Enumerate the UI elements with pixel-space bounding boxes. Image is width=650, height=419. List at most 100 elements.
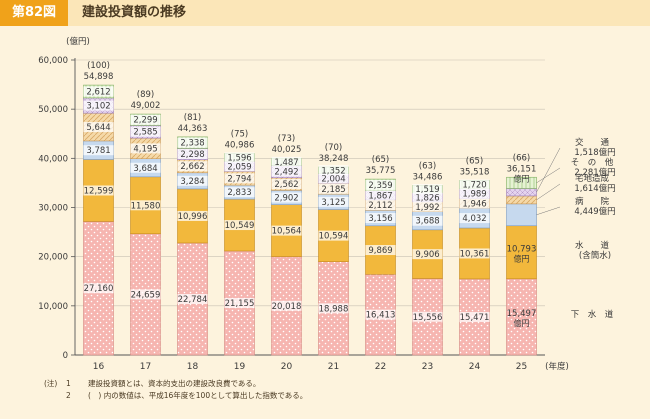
data-label: 1,992 bbox=[415, 203, 439, 213]
x-tick-label: 19 bbox=[234, 362, 246, 372]
data-label-bg bbox=[83, 122, 114, 133]
data-label-bg bbox=[365, 213, 396, 224]
data-label-bg bbox=[459, 248, 490, 259]
data-label: 15,497 bbox=[507, 309, 537, 319]
x-tick-label: 24 bbox=[469, 362, 481, 372]
data-label: 3,688 bbox=[415, 217, 439, 227]
bar-total-label: 35,518 bbox=[460, 167, 490, 177]
data-label: 3,125 bbox=[321, 198, 345, 208]
data-label: 2,185 bbox=[321, 185, 345, 195]
legend-leader-line bbox=[536, 167, 561, 184]
data-label-bg bbox=[177, 149, 208, 160]
data-label-unit: 億円 bbox=[514, 318, 530, 328]
data-label: 3,684 bbox=[133, 164, 157, 174]
data-label: 3,284 bbox=[180, 177, 204, 187]
bar-total-label: 36,151 bbox=[507, 164, 537, 174]
data-label: 2,612 bbox=[86, 88, 110, 98]
bar-segment-病院 bbox=[506, 203, 537, 227]
data-label: 1,867 bbox=[368, 191, 392, 201]
x-tick-label: 23 bbox=[422, 362, 433, 372]
data-label-bg bbox=[224, 152, 255, 163]
data-label: 15,556 bbox=[413, 313, 443, 323]
data-label: 2,902 bbox=[274, 194, 298, 204]
legend-label: 病 院 bbox=[575, 196, 610, 207]
data-label-bg bbox=[271, 192, 302, 203]
data-label-bg bbox=[459, 179, 490, 190]
data-label-bg bbox=[318, 165, 349, 176]
bar-total-label: 44,363 bbox=[178, 124, 208, 134]
data-label: 11,580 bbox=[131, 201, 161, 211]
data-label-bg bbox=[318, 183, 349, 194]
legend-label: 宅地造成 bbox=[575, 173, 610, 184]
legend-label: 水 道 bbox=[575, 240, 610, 251]
bar-total-label: 54,898 bbox=[84, 72, 114, 82]
chart-title: 建設投資額の推移 bbox=[82, 5, 187, 20]
data-label: 1,826 bbox=[415, 193, 439, 203]
footnote-1: (注) 1 建設投資額とは、資本的支出の建設改良費である。 bbox=[44, 378, 307, 390]
data-label-bg bbox=[83, 185, 114, 196]
data-label: 27,160 bbox=[84, 284, 114, 294]
x-tick-label: 25 bbox=[516, 362, 527, 372]
data-label-bg bbox=[177, 293, 208, 304]
bar-index-label: (63) bbox=[419, 161, 436, 171]
data-label-bg bbox=[224, 173, 255, 184]
bar-segment-下水道 bbox=[506, 278, 537, 356]
bar-index-label: (70) bbox=[325, 143, 342, 153]
data-label-bg bbox=[412, 192, 443, 203]
y-axis-label: (億円) bbox=[66, 36, 90, 47]
data-label-bg bbox=[318, 196, 349, 207]
bar-index-label: (100) bbox=[87, 61, 110, 71]
data-label-bg bbox=[177, 161, 208, 172]
legend-label: 交 通 bbox=[575, 137, 610, 148]
bar-total-unit: 億円 bbox=[514, 173, 530, 183]
data-label: 1,519 bbox=[415, 185, 439, 195]
data-label-bg bbox=[459, 311, 490, 322]
data-label: 24,659 bbox=[131, 290, 161, 300]
data-label-bg bbox=[271, 166, 302, 177]
data-label-bg bbox=[459, 213, 490, 224]
data-label-bg bbox=[412, 215, 443, 226]
bar-segment-宅地造成 bbox=[506, 195, 537, 205]
data-label: 1,596 bbox=[227, 153, 251, 163]
data-label: 2,338 bbox=[180, 139, 204, 149]
bar-total-label: 35,775 bbox=[366, 166, 396, 176]
data-label-bg bbox=[365, 179, 396, 190]
data-label: 1,352 bbox=[321, 166, 345, 176]
footnote-text: 建設投資額とは、資本的支出の建設改良費である。 bbox=[88, 379, 261, 388]
data-label-bg bbox=[224, 297, 255, 308]
x-tick-label: 22 bbox=[375, 362, 386, 372]
bar-total-label: 40,025 bbox=[272, 145, 302, 155]
y-tick-label: 40,000 bbox=[38, 154, 68, 164]
x-tick-label: 18 bbox=[187, 362, 199, 372]
bar-index-label: (81) bbox=[184, 113, 201, 123]
footnote-mark: (注) bbox=[44, 379, 58, 388]
y-tick-label: 60,000 bbox=[38, 56, 68, 66]
x-tick-label: 21 bbox=[328, 362, 339, 372]
legend-value: 2,281億円 bbox=[574, 167, 615, 178]
data-label: 10,594 bbox=[319, 232, 349, 242]
data-label-bg bbox=[412, 311, 443, 322]
legend-value: (含簡水) bbox=[579, 250, 611, 261]
data-label: 10,549 bbox=[225, 221, 255, 231]
data-label-bg bbox=[130, 289, 161, 300]
data-label-bg bbox=[412, 184, 443, 195]
data-label: 21,155 bbox=[225, 299, 255, 309]
data-label-bg bbox=[271, 225, 302, 236]
legend-label: そ の 他 bbox=[571, 157, 614, 168]
data-label: 2,359 bbox=[368, 181, 392, 191]
data-label: 3,156 bbox=[368, 214, 392, 224]
data-label-bg bbox=[83, 86, 114, 97]
footnotes: (注) 1 建設投資額とは、資本的支出の建設改良費である。 2 ( ) 内の数値は、平… bbox=[44, 378, 307, 402]
data-label: 2,794 bbox=[227, 174, 251, 184]
bar-index-label: (89) bbox=[137, 90, 154, 100]
data-label-bg bbox=[130, 126, 161, 137]
data-label: 12,599 bbox=[84, 186, 114, 196]
data-label-bg bbox=[83, 100, 114, 111]
data-label-bg bbox=[224, 161, 255, 172]
data-label: 2,562 bbox=[274, 180, 298, 190]
data-label-bg bbox=[130, 200, 161, 211]
y-tick-label: 30,000 bbox=[38, 204, 68, 214]
data-label-bg bbox=[365, 245, 396, 256]
data-label-bg bbox=[459, 198, 490, 209]
